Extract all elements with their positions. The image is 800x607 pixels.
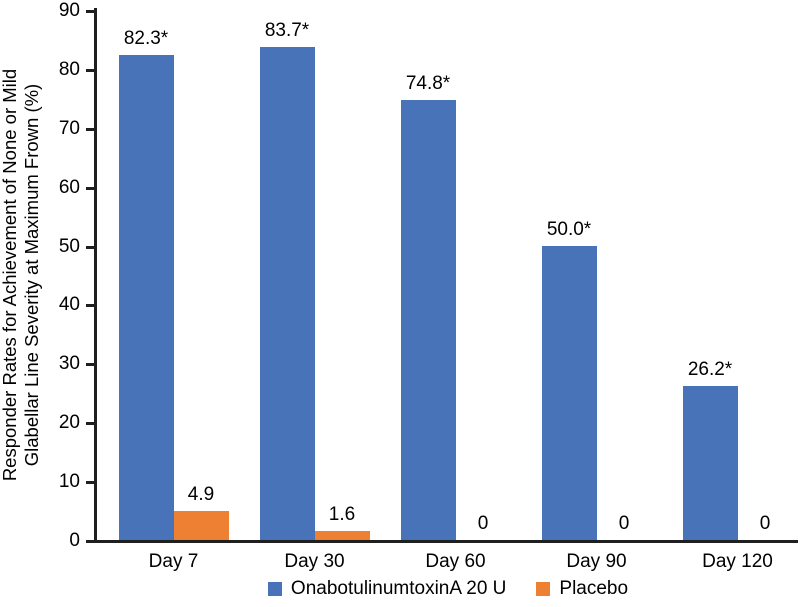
legend-item: Placebo bbox=[536, 578, 628, 600]
y-axis-tick bbox=[86, 68, 94, 72]
legend-item: OnabotulinumtoxinA 20 U bbox=[267, 578, 507, 600]
y-tick-label: 40 bbox=[58, 294, 80, 316]
y-tick-label: 0 bbox=[69, 530, 80, 551]
x-category-label: Day 90 bbox=[566, 551, 627, 572]
x-category-label: Day 120 bbox=[702, 551, 773, 572]
legend-label: OnabotulinumtoxinA 20 U bbox=[290, 578, 507, 599]
legend: OnabotulinumtoxinA 20 U Placebo bbox=[96, 576, 800, 602]
y-axis-tick bbox=[86, 127, 94, 131]
bar-value-label: 82.3* bbox=[123, 28, 169, 50]
treatment-bar bbox=[400, 99, 456, 540]
bar-value-label: 1.6 bbox=[328, 503, 356, 525]
y-tick-label: 30 bbox=[58, 353, 80, 375]
bar-value-label: 83.7* bbox=[264, 20, 310, 42]
legend-label: Placebo bbox=[559, 578, 629, 599]
bar-value-label: 50.0* bbox=[546, 218, 592, 240]
y-axis-tick bbox=[86, 10, 94, 13]
y-tick-label: 60 bbox=[58, 176, 80, 198]
bar-value-label: 4.9 bbox=[187, 484, 215, 506]
y-tick-label: 50 bbox=[58, 235, 80, 257]
y-tick-label: 90 bbox=[58, 0, 80, 21]
y-axis-tick bbox=[86, 363, 94, 367]
y-axis-tick bbox=[86, 422, 94, 426]
placebo-bar bbox=[314, 530, 370, 540]
x-category-label: Day 30 bbox=[284, 551, 345, 572]
legend-swatch-icon bbox=[536, 582, 551, 596]
y-axis-tick bbox=[86, 481, 94, 485]
y-tick-label: 10 bbox=[58, 471, 80, 493]
y-axis-tick bbox=[86, 540, 94, 543]
bar-value-label: 0 bbox=[477, 513, 489, 534]
y-axis-tick bbox=[86, 304, 94, 308]
bar-value-label: 0 bbox=[618, 513, 630, 534]
bar-value-label: 26.2* bbox=[687, 358, 733, 380]
y-tick-label: 80 bbox=[58, 58, 80, 80]
y-axis-title-line-1: Responder Rates for Achievement of None … bbox=[0, 68, 20, 482]
treatment-bar bbox=[541, 245, 597, 540]
treatment-bar bbox=[682, 385, 738, 540]
treatment-bar bbox=[118, 55, 174, 540]
x-category-label: Day 7 bbox=[148, 551, 199, 572]
legend-swatch-icon bbox=[267, 582, 282, 596]
y-tick-label: 70 bbox=[58, 117, 80, 139]
x-category-label: Day 60 bbox=[425, 551, 486, 572]
treatment-bar bbox=[259, 47, 315, 540]
bar-value-label: 74.8* bbox=[405, 72, 451, 94]
y-axis-line bbox=[94, 8, 97, 543]
y-axis-tick bbox=[86, 186, 94, 190]
y-tick-label: 20 bbox=[58, 412, 80, 434]
y-axis-tick bbox=[86, 245, 94, 249]
x-axis-line bbox=[94, 540, 798, 543]
bar-value-label: 0 bbox=[759, 513, 771, 534]
placebo-bar bbox=[173, 511, 229, 540]
